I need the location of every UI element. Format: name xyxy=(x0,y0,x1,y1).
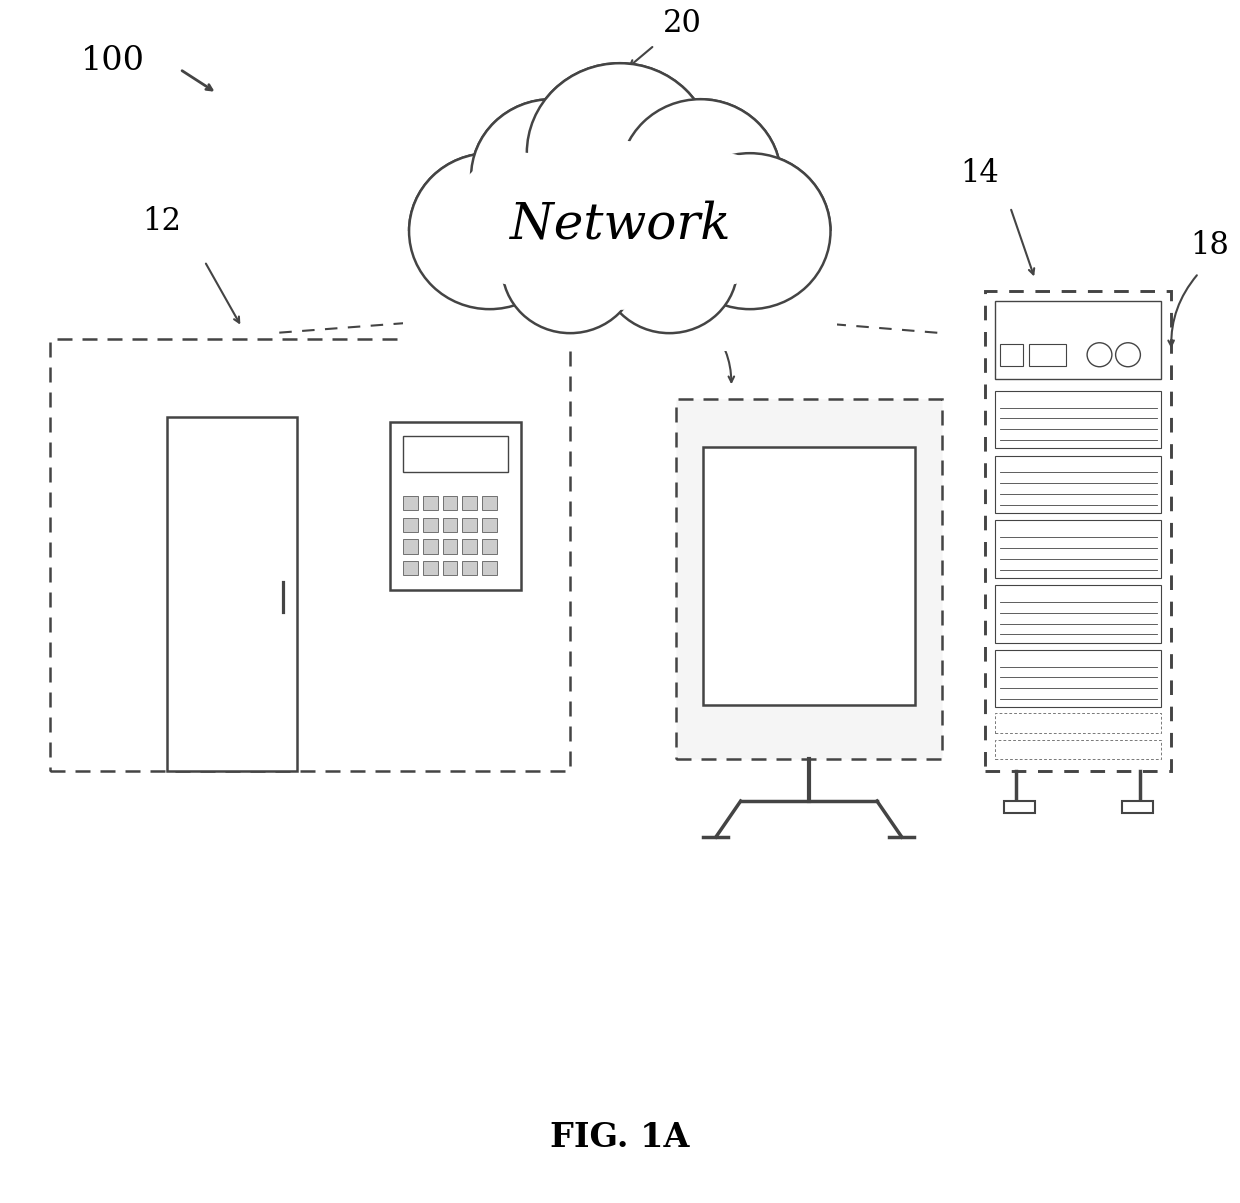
Circle shape xyxy=(409,153,570,309)
Text: Network: Network xyxy=(510,201,730,250)
Bar xyxy=(50,339,570,771)
Circle shape xyxy=(527,64,713,243)
Bar xyxy=(1029,344,1066,366)
Circle shape xyxy=(670,153,831,309)
Circle shape xyxy=(409,153,570,309)
Bar xyxy=(996,740,1162,759)
Circle shape xyxy=(502,201,639,333)
Bar xyxy=(443,517,458,532)
Bar xyxy=(463,517,477,532)
Text: 100: 100 xyxy=(81,46,145,77)
Circle shape xyxy=(601,201,738,333)
Bar xyxy=(403,496,418,510)
Text: 12: 12 xyxy=(143,206,181,237)
Bar xyxy=(996,301,1162,379)
Circle shape xyxy=(651,153,787,285)
Bar xyxy=(463,539,477,553)
Bar xyxy=(443,496,458,510)
Bar xyxy=(403,517,418,532)
Circle shape xyxy=(620,99,781,255)
Circle shape xyxy=(670,153,831,309)
Circle shape xyxy=(527,64,713,243)
Text: 16: 16 xyxy=(651,266,689,297)
Circle shape xyxy=(527,64,713,243)
Circle shape xyxy=(670,153,831,309)
Bar xyxy=(463,496,477,510)
Circle shape xyxy=(409,153,570,309)
Bar xyxy=(996,713,1162,733)
Circle shape xyxy=(558,189,682,309)
Text: 18: 18 xyxy=(1190,230,1229,261)
Text: FIG. 1A: FIG. 1A xyxy=(551,1120,689,1154)
Bar xyxy=(482,517,497,532)
Bar xyxy=(423,539,438,553)
Bar xyxy=(996,391,1162,449)
Circle shape xyxy=(471,99,632,255)
Bar xyxy=(986,291,1172,771)
Bar xyxy=(676,399,942,759)
Bar xyxy=(403,561,418,575)
Bar xyxy=(996,456,1162,514)
Bar xyxy=(443,561,458,575)
Circle shape xyxy=(502,201,639,333)
Bar xyxy=(423,561,438,575)
Circle shape xyxy=(496,195,608,303)
Circle shape xyxy=(632,195,744,303)
Bar xyxy=(1122,801,1153,813)
Bar xyxy=(463,561,477,575)
Circle shape xyxy=(546,159,694,303)
Circle shape xyxy=(546,159,694,303)
Bar xyxy=(1004,801,1035,813)
Circle shape xyxy=(601,201,738,333)
Bar xyxy=(482,496,497,510)
Circle shape xyxy=(552,141,688,273)
Bar xyxy=(1001,344,1023,366)
Bar xyxy=(167,417,298,771)
Bar xyxy=(996,521,1162,577)
Circle shape xyxy=(471,99,632,255)
Circle shape xyxy=(546,159,694,303)
Bar xyxy=(996,585,1162,642)
Text: 20: 20 xyxy=(663,8,702,40)
Bar xyxy=(403,539,418,553)
Bar xyxy=(423,517,438,532)
Bar xyxy=(403,437,508,472)
Bar xyxy=(996,650,1162,707)
Circle shape xyxy=(620,99,781,255)
Bar xyxy=(703,448,915,705)
Bar xyxy=(482,539,497,553)
Bar xyxy=(482,561,497,575)
Bar xyxy=(423,496,438,510)
Circle shape xyxy=(608,141,732,261)
Bar xyxy=(443,539,458,553)
Circle shape xyxy=(601,201,738,333)
Circle shape xyxy=(453,153,589,285)
Bar xyxy=(391,422,521,589)
Circle shape xyxy=(471,99,632,255)
Circle shape xyxy=(502,201,639,333)
Text: 14: 14 xyxy=(961,158,999,189)
Bar xyxy=(403,231,837,351)
Circle shape xyxy=(620,99,781,255)
Circle shape xyxy=(508,141,632,261)
